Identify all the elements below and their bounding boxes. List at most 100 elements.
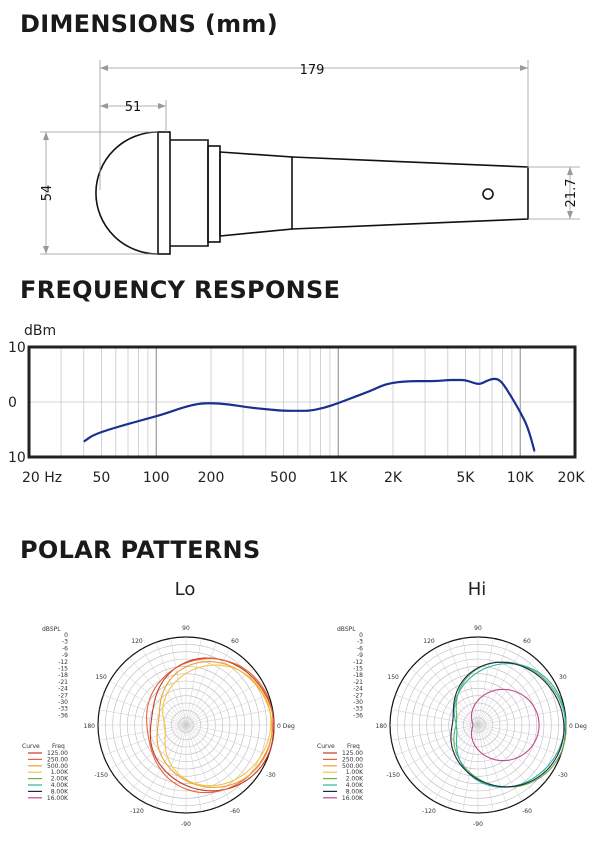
polar-angle-label: 30 xyxy=(559,674,567,681)
polar-radial-tick: -33 xyxy=(58,706,68,713)
head-width-dimension: 51 xyxy=(125,100,142,115)
polar-spoke xyxy=(185,642,217,726)
polar-spoke xyxy=(185,668,254,726)
polar-title-hi: Hi xyxy=(468,579,487,600)
polar-angle-label: 90 xyxy=(474,625,482,632)
dimensions-heading: DIMENSIONS (mm) xyxy=(20,10,279,38)
polar-spoke xyxy=(109,680,187,726)
polar-radial-tick: -30 xyxy=(58,699,68,706)
polar-spoke xyxy=(185,709,273,726)
legend-label: 1.00K xyxy=(346,769,364,776)
polar-spoke xyxy=(185,724,269,756)
polar-spoke xyxy=(391,724,479,741)
polar-spoke xyxy=(401,680,479,726)
polar-spoke xyxy=(185,724,273,741)
polar-spoke xyxy=(477,642,509,726)
polar-radial-tick: -21 xyxy=(353,679,363,686)
x-tick-label: 2K xyxy=(384,470,403,486)
polar-curve xyxy=(156,661,273,788)
polar-radial-tick: -33 xyxy=(353,706,363,713)
polar-radial-tick: -12 xyxy=(353,659,363,666)
polar-angle-label: -60 xyxy=(230,808,240,815)
polar-spoke xyxy=(433,648,479,726)
legend-label: 250.00 xyxy=(342,756,363,763)
polar-spoke xyxy=(185,724,217,808)
length-dimension: 179 xyxy=(300,63,325,78)
mic-collar xyxy=(207,145,221,243)
polar-spoke xyxy=(185,657,243,726)
polar-spoke xyxy=(99,724,187,741)
polar-spoke xyxy=(477,680,555,726)
polar-angle-label: 180 xyxy=(84,723,96,730)
polar-angle-label: 60 xyxy=(231,638,239,645)
polar-spoke xyxy=(433,724,479,802)
legend-label: 8.00K xyxy=(346,788,364,795)
polar-angle-label: -90 xyxy=(473,821,483,828)
polar-spoke xyxy=(185,638,202,726)
polar-spoke xyxy=(477,724,555,770)
microphone-dimension-drawing: 179 51 54 21.7 xyxy=(40,60,580,255)
polar-spoke xyxy=(185,724,254,782)
polar-spoke xyxy=(462,638,479,726)
x-tick-label: 50 xyxy=(93,470,111,486)
polar-radial-tick: -27 xyxy=(58,692,68,699)
polar-radial-tick: -18 xyxy=(58,672,68,679)
polar-radial-title: dBSPL xyxy=(42,626,61,633)
legend-label: 500.00 xyxy=(47,763,68,770)
frequency-response-curve xyxy=(83,377,536,452)
polar-patterns-heading: POLAR PATTERNS xyxy=(20,536,261,564)
polar-spoke xyxy=(410,668,479,726)
polar-spoke xyxy=(477,724,523,802)
polar-angle-label: -120 xyxy=(422,808,436,815)
polar-radial-tick: -18 xyxy=(353,672,363,679)
polar-spoke xyxy=(477,638,494,726)
polar-radial-tick: 0 xyxy=(359,632,363,639)
legend-label: 125.00 xyxy=(342,750,363,757)
polar-radial-tick: -12 xyxy=(58,659,68,666)
legend-label: 4.00K xyxy=(51,782,69,789)
polar-spoke xyxy=(395,724,479,756)
polar-spoke xyxy=(477,668,546,726)
polar-angle-label: 0 Deg xyxy=(277,723,295,730)
legend-label: 2.00K xyxy=(346,776,364,783)
polar-angle-label: 120 xyxy=(423,638,435,645)
polar-radial-tick: 0 xyxy=(64,632,68,639)
polar-spoke xyxy=(477,724,535,793)
polar-spoke xyxy=(410,724,479,782)
head-height-dimension: 54 xyxy=(40,185,55,202)
polar-spoke xyxy=(185,724,202,812)
polar-spoke xyxy=(170,638,187,726)
x-tick-label: 20K xyxy=(558,470,586,486)
legend-label: 1.00K xyxy=(51,769,69,776)
polar-radial-tick: -6 xyxy=(357,645,363,652)
polar-spoke xyxy=(155,724,187,808)
polar-spoke xyxy=(118,668,187,726)
x-tick-label: 500 xyxy=(270,470,297,486)
polar-radial-tick: -9 xyxy=(62,652,68,659)
polar-radial-tick: -30 xyxy=(353,699,363,706)
polar-spoke xyxy=(129,724,187,793)
polar-curve xyxy=(450,661,565,788)
legend-header-freq: Freq xyxy=(52,743,65,750)
polar-spoke xyxy=(477,648,523,726)
polar-spoke xyxy=(185,694,269,726)
legend-header-freq: Freq xyxy=(347,743,360,750)
polar-spoke xyxy=(477,694,561,726)
polar-angle-label: -30 xyxy=(266,772,276,779)
polar-radial-tick: -9 xyxy=(357,652,363,659)
polar-angle-label: -150 xyxy=(94,772,108,779)
frequency-plot-frame xyxy=(27,345,577,459)
polar-spoke xyxy=(185,680,263,726)
polar-angle-label: -150 xyxy=(386,772,400,779)
y-axis-unit: dBm xyxy=(24,323,56,339)
legend-header-curve: Curve xyxy=(22,743,40,750)
polar-angle-label: -120 xyxy=(130,808,144,815)
polar-angle-label: 180 xyxy=(376,723,388,730)
polar-angle-label: 150 xyxy=(95,674,107,681)
legend-header-curve: Curve xyxy=(317,743,335,750)
polar-spoke xyxy=(391,709,479,726)
polar-radial-tick: -15 xyxy=(353,666,363,673)
